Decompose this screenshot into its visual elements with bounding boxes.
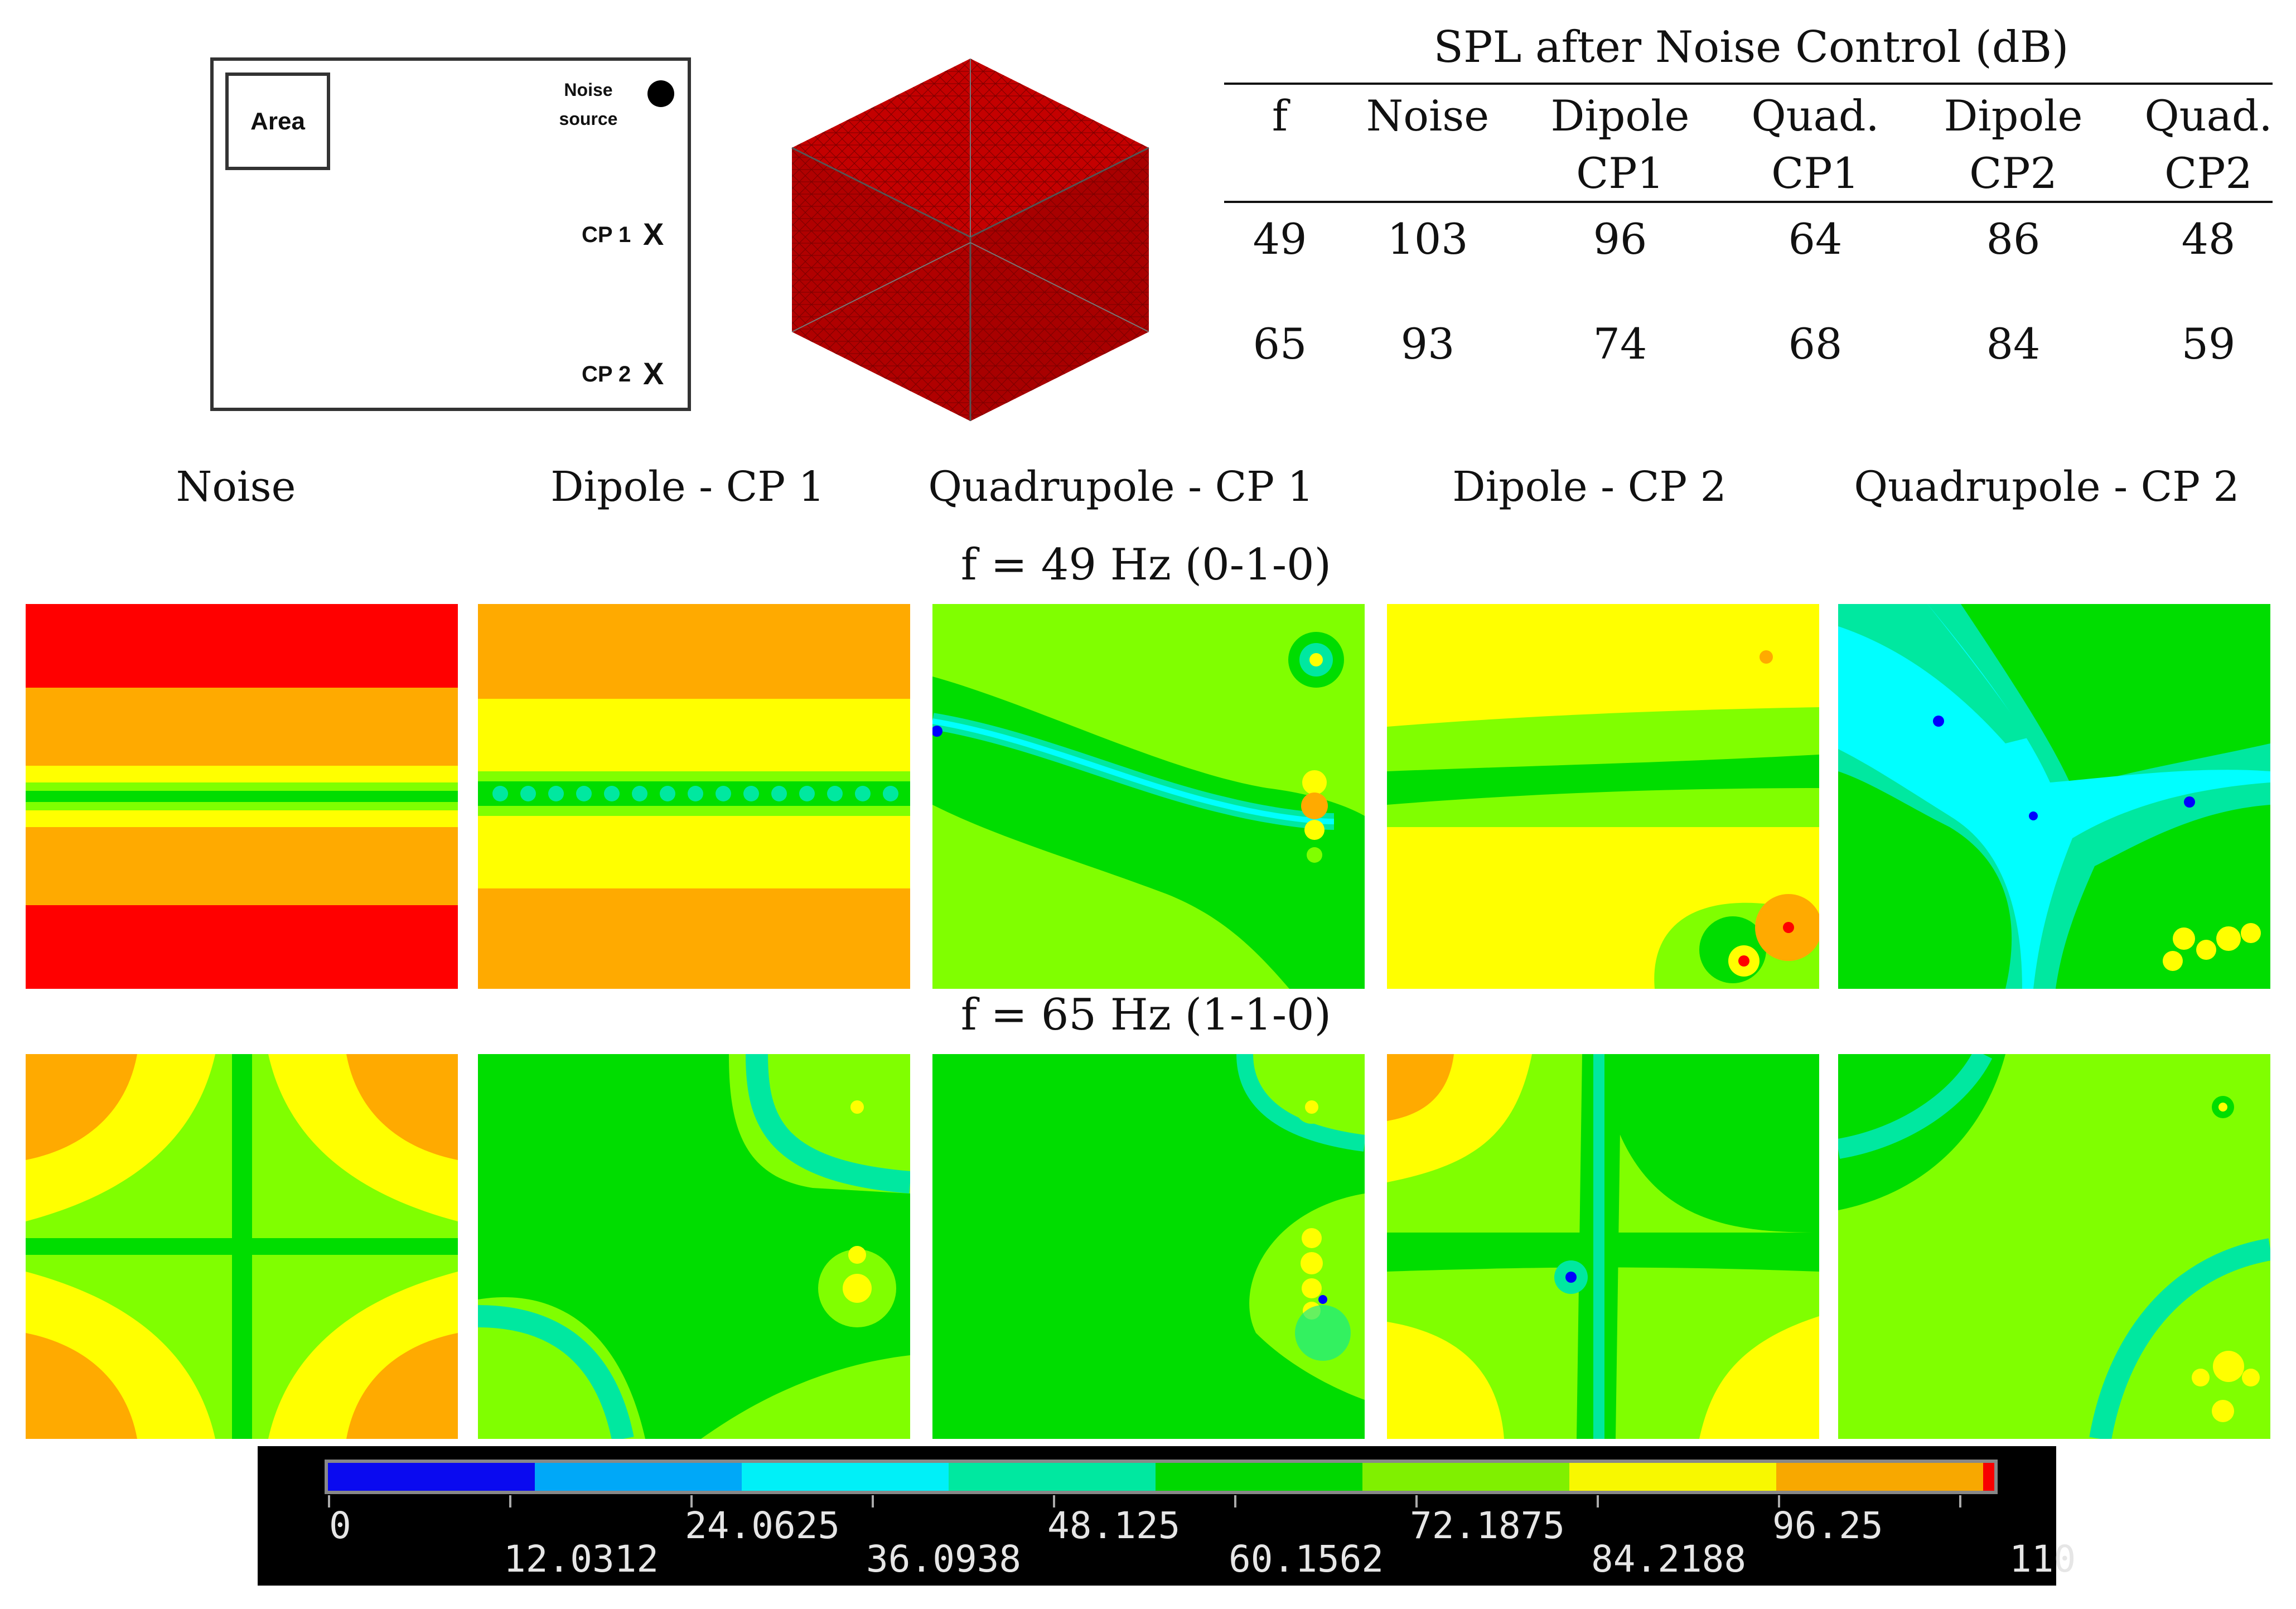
row-title-49hz: f = 49 Hz (0-1-0) [960, 540, 1332, 590]
noise-source-label-line2: source [559, 109, 618, 129]
table-cell: 48 [2181, 214, 2236, 264]
colorbar-tick-label: 60.1562 [1229, 1538, 1384, 1581]
table-cell: 96 [1593, 214, 1647, 264]
colorbar-tick [1597, 1495, 1599, 1507]
colorbar-segment [1156, 1463, 1363, 1491]
colorbar-tick-label: 84.2188 [1591, 1538, 1747, 1581]
colorbar-segment [328, 1463, 535, 1491]
contour-65hz-quad-cp2 [1838, 1054, 2270, 1439]
colorbar-tick-label: 72.1875 [1410, 1504, 1565, 1547]
contour-65hz-quad-cp1 [932, 1054, 1365, 1439]
table-cell: 74 [1593, 319, 1647, 369]
noise-source-label: Noise source [555, 75, 622, 133]
table-cell: 65 [1253, 319, 1307, 369]
colorbar-tick-label: 110 [2009, 1538, 2076, 1581]
colorbar-segment [1362, 1463, 1570, 1491]
column-title-quad-cp1: Quadrupole - CP 1 [928, 463, 1314, 511]
column-title-dipole-cp1: Dipole - CP 1 [550, 463, 825, 511]
colorbar-tick [1234, 1495, 1236, 1507]
table-cell: 93 [1400, 319, 1455, 369]
colorbar-tick-label: 96.25 [1772, 1504, 1883, 1547]
noise-source-dot [647, 80, 674, 107]
colorbar-segment [535, 1463, 742, 1491]
contour-65hz-dipole-cp1 [478, 1054, 910, 1439]
table-cell: 64 [1788, 214, 1843, 264]
colorbar-tick [1959, 1495, 1961, 1507]
colorbar-segment [949, 1463, 1156, 1491]
cp1-label: CP 1 [582, 223, 631, 247]
mesh-cube [791, 59, 1149, 421]
colorbar-tick [872, 1495, 874, 1507]
header-noise: Noise [1366, 91, 1490, 141]
column-title-noise: Noise [176, 463, 296, 511]
table-cell: 49 [1253, 214, 1307, 264]
header-quad-cp2-sub: CP2 [2164, 148, 2253, 198]
colorbar-tick-label: 24.0625 [685, 1504, 840, 1547]
colorbar-tick [1053, 1495, 1055, 1507]
column-title-dipole-cp2: Dipole - CP 2 [1452, 463, 1727, 511]
colorbar-tick-label: 48.125 [1047, 1504, 1181, 1547]
header-quad-cp1: Quad. [1751, 91, 1879, 141]
colorbar-segment [1569, 1463, 1777, 1491]
cp2-label: CP 2 [582, 362, 631, 386]
table-cell: 68 [1788, 319, 1843, 369]
header-quad-cp2: Quad. [2144, 91, 2273, 141]
table-cell: 84 [1986, 319, 2041, 369]
table-cell: 86 [1986, 214, 2041, 264]
area-label: Area [250, 107, 305, 135]
colorbar-tick [328, 1495, 330, 1507]
table-header-rule [1224, 201, 2273, 203]
colorbar-tick [509, 1495, 511, 1507]
header-dipole-cp2-sub: CP2 [1969, 148, 2057, 198]
colorbar-tick [690, 1495, 693, 1507]
contour-49hz-dipole-cp1 [478, 604, 910, 989]
header-dipole-cp1: Dipole [1550, 91, 1690, 141]
header-dipole-cp1-sub: CP1 [1576, 148, 1664, 198]
colorbar-tick-label: 12.0312 [504, 1538, 659, 1581]
table-top-rule [1224, 83, 2273, 85]
colorbar-tick-label: 0 [329, 1504, 351, 1547]
colorbar-segment-max [1983, 1463, 1994, 1491]
colorbar-tick [1415, 1495, 1418, 1507]
cp2-marker: X [643, 356, 664, 391]
table-cell: 103 [1387, 214, 1468, 264]
contour-49hz-noise [26, 604, 458, 989]
header-f: f [1272, 91, 1288, 141]
contour-49hz-dipole-cp2 [1387, 604, 1819, 989]
header-dipole-cp2: Dipole [1944, 91, 2083, 141]
contour-65hz-noise [26, 1054, 458, 1439]
colorbar-strip [325, 1460, 1998, 1494]
contour-49hz-quad-cp2 [1838, 604, 2270, 989]
colorbar-tick [1778, 1495, 1780, 1507]
area-box: Area [225, 73, 330, 170]
colorbar-segment [742, 1463, 949, 1491]
column-title-quad-cp2: Quadrupole - CP 2 [1854, 463, 2240, 511]
table-cell: 59 [2181, 319, 2236, 369]
colorbar-segment [1776, 1463, 1984, 1491]
cp1-marker: X [643, 216, 664, 252]
colorbar-tick-label: 36.0938 [866, 1538, 1022, 1581]
noise-source-label-line1: Noise [564, 80, 613, 100]
contour-49hz-quad-cp1 [932, 604, 1365, 989]
row-title-65hz: f = 65 Hz (1-1-0) [960, 990, 1332, 1040]
room-schematic: Area Noise source CP 1 X CP 2 X [210, 57, 691, 411]
table-title: SPL after Noise Control (dB) [1433, 22, 2069, 73]
colorbar: 0 12.0312 24.0625 36.0938 48.125 60.1562 72.18… [258, 1446, 2076, 1586]
header-quad-cp1-sub: CP1 [1771, 148, 1859, 198]
contour-65hz-dipole-cp2 [1387, 1054, 1819, 1439]
